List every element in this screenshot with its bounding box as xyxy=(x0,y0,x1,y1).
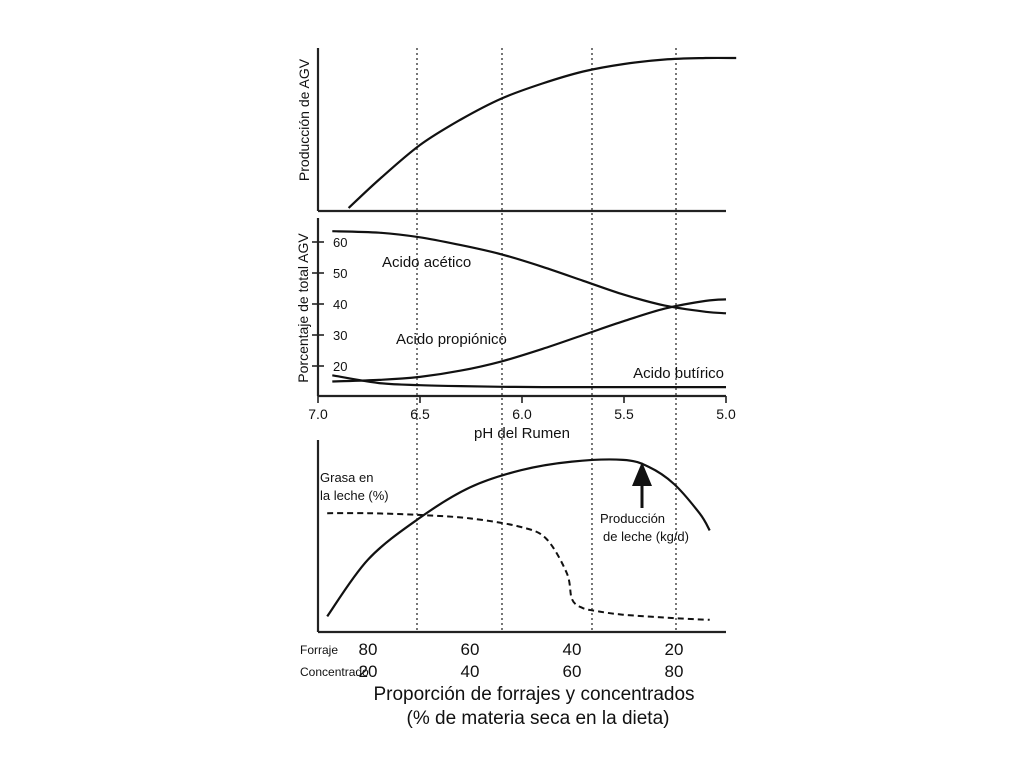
x-tick-label-6.5: 6.5 xyxy=(410,406,430,422)
milk-production-label: Producción de leche (kg/d) xyxy=(600,511,689,544)
acetic-acid-label: Acido acético xyxy=(382,254,471,271)
butyric-acid-label: Acido butírico xyxy=(633,365,724,382)
x-tick-forage-80: 80 xyxy=(359,640,378,659)
propionic-acid-line xyxy=(332,298,727,383)
x-tick-concentrate-40: 40 xyxy=(461,662,480,681)
x-tick-label-5.5: 5.5 xyxy=(614,406,634,422)
x-tick-concentrate-60: 60 xyxy=(563,662,582,681)
y-tick-label-60: 60 xyxy=(333,235,347,250)
milk-fat-line xyxy=(327,512,710,621)
top-y-label: Producción de AGV xyxy=(296,58,312,181)
x-tick-label-5.0: 5.0 xyxy=(716,406,736,422)
y-tick-label-40: 40 xyxy=(333,297,347,312)
peak-arrow-head xyxy=(632,462,652,486)
milk-fat-label: Grasa en la leche (%) xyxy=(320,470,389,503)
acetic-acid-line xyxy=(332,230,727,315)
middle-x-label: pH del Rumen xyxy=(474,425,570,442)
butyric-acid-line xyxy=(332,374,726,389)
propionic-acid-label: Acido propiónico xyxy=(396,331,507,348)
reference-gridlines xyxy=(416,48,677,632)
panel-milk: Proporción de forrajes y concentrados (%… xyxy=(300,440,726,729)
agv-production-line xyxy=(347,56,737,209)
x-row-label-forage: Forraje xyxy=(300,643,338,657)
panel-agv-production: Producción de AGV xyxy=(296,48,737,213)
bottom-x-label: Proporción de forrajes y concentrados xyxy=(373,684,694,705)
x-tick-forage-20: 20 xyxy=(665,640,684,659)
x-tick-forage-60: 60 xyxy=(461,640,480,659)
middle-y-label: Porcentaje de total AGV xyxy=(295,233,311,383)
bottom-x-label-sub: (% de materia seca en la dieta) xyxy=(407,708,670,729)
y-tick-label-30: 30 xyxy=(333,328,347,343)
milk-production-line xyxy=(326,458,711,618)
x-tick-label-6.0: 6.0 xyxy=(512,406,532,422)
x-tick-concentrate-80: 80 xyxy=(665,662,684,681)
x-tick-label-7.0: 7.0 xyxy=(308,406,328,422)
y-tick-label-50: 50 xyxy=(333,266,347,281)
x-tick-forage-40: 40 xyxy=(563,640,582,659)
x-tick-concentrate-20: 20 xyxy=(359,662,378,681)
x-row-label-concentrate: Concentrado xyxy=(300,665,369,679)
panel-agv-percentage: Porcentaje de total AGV pH del Rumen 20 3… xyxy=(295,218,736,442)
y-tick-label-20: 20 xyxy=(333,359,347,374)
